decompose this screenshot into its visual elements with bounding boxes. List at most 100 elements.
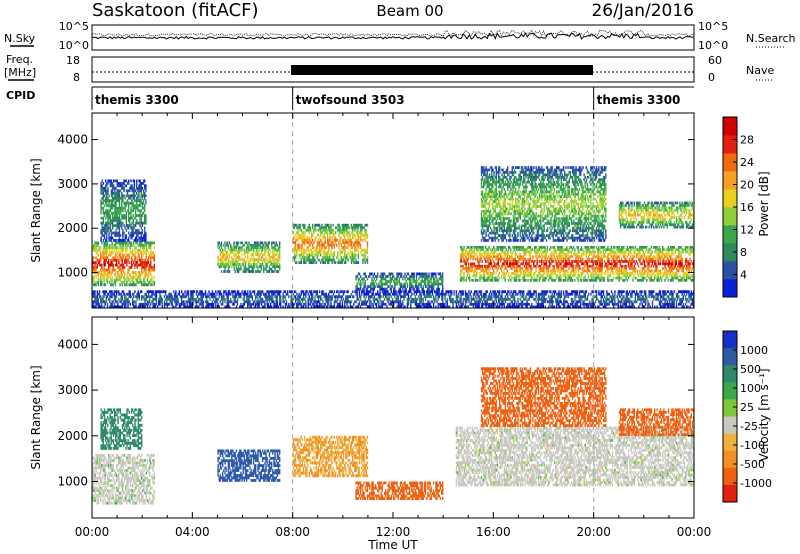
data-cell [641,279,643,282]
data-cell [152,268,154,272]
data-cell [114,239,116,242]
data-cell [268,248,271,252]
data-cell [522,269,525,273]
data-cell [624,255,626,259]
data-cell [412,277,414,281]
data-cell [487,207,489,211]
nave-tick-bottom: 0 [708,71,715,84]
data-cell [483,272,486,275]
data-cell [119,273,121,277]
data-cell [486,183,488,186]
data-cell [584,276,586,280]
data-cell [268,265,271,269]
data-cell [686,272,688,275]
data-cell [106,278,109,282]
data-cell [125,211,128,215]
data-cell [491,185,493,189]
data-cell [110,278,112,282]
data-cell [106,182,108,185]
data-cell [481,175,484,179]
data-cell [518,248,520,251]
data-cell [537,272,539,275]
data-cell [123,239,125,242]
data-cell [114,280,117,284]
data-cell [495,272,497,275]
data-cell [572,264,575,268]
data-cell [131,248,134,252]
data-cell [139,219,141,222]
data-cell [119,268,121,272]
data-cell [627,276,630,280]
data-cell [493,217,495,220]
data-cell [321,248,323,252]
data-cell [405,275,407,278]
data-cell [412,275,414,278]
data-cell [228,265,231,269]
data-cell [600,279,602,282]
data-cell [144,191,146,195]
data-cell [375,277,378,281]
data-cell [232,251,234,254]
data-cell [114,231,116,235]
data-cell [276,248,279,252]
data-cell [110,258,112,262]
data-cell [136,206,138,210]
data-cell [648,248,650,251]
data-cell [142,271,144,274]
data-cell [348,238,350,242]
data-cell [671,269,673,273]
data-cell [499,214,501,218]
data-cell [604,248,607,251]
data-cell [248,251,250,254]
data-cell [607,255,609,259]
data-cell [418,287,420,291]
data-cell [529,255,531,259]
data-cell [344,248,346,252]
data-cell [132,196,134,200]
data-cell [472,255,474,259]
data-cell [326,258,329,262]
data-cell [671,262,673,266]
data-cell [671,253,673,256]
data-cell [317,253,320,257]
data-cell [129,276,131,279]
data-cell [117,246,119,250]
data-cell [134,189,137,193]
data-cell [567,276,569,280]
data-cell [647,264,649,268]
data-cell [480,205,483,208]
data-cell [145,248,147,252]
data-cell [610,255,612,259]
data-cell [602,276,604,280]
data-cell [352,228,354,232]
data-cell [242,260,244,264]
data-cell [317,233,320,237]
data-cell [245,260,248,264]
data-cell [518,257,520,261]
data-cell [386,275,388,278]
data-cell [678,257,680,261]
data-cell [121,253,123,257]
data-cell [607,274,609,277]
data-cell [642,260,644,263]
data-cell [691,248,694,251]
data-cell [217,255,219,259]
data-cell [296,223,298,227]
data-cell [555,267,558,270]
data-cell [312,226,314,230]
data-cell [608,274,610,277]
data-cell [223,263,225,266]
data-cell [537,248,539,251]
data-cell [153,266,155,269]
data-cell [344,231,346,235]
data-cell [598,248,600,251]
data-cell [145,251,147,255]
data-cell [562,255,565,259]
data-cell [419,282,421,286]
data-cell [568,276,570,280]
data-cell [317,248,320,252]
data-cell [659,257,662,261]
data-cell [140,199,142,203]
data-cell [485,195,487,198]
data-cell [138,253,141,257]
